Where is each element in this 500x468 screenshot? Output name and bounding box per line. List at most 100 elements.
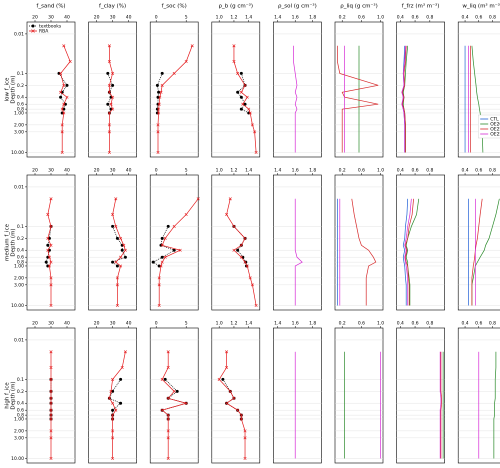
- y-tick-label: 0.1: [17, 71, 24, 77]
- y-tick-label: 10.00: [11, 150, 24, 156]
- series-line: [293, 45, 298, 153]
- x-tick-label: 40: [64, 321, 70, 327]
- data-point: [232, 44, 236, 48]
- panel-frame: [211, 327, 261, 464]
- data-point: [236, 90, 240, 94]
- data-point: [163, 377, 167, 381]
- panel-frame: [273, 21, 322, 158]
- x-tick-label: 0.4: [461, 168, 468, 174]
- data-point: [243, 102, 247, 106]
- data-point: [221, 377, 225, 381]
- data-point: [49, 260, 53, 264]
- x-tick-label: 1.0: [377, 321, 384, 327]
- x-tick-label: 5: [185, 168, 188, 174]
- data-point: [49, 396, 53, 400]
- data-point: [160, 260, 164, 264]
- series-line: [218, 351, 246, 459]
- panel-frame: [149, 21, 199, 158]
- y-tick-label: 3.00: [14, 282, 24, 288]
- x-tick-label: 1.6: [292, 15, 299, 21]
- data-point: [62, 102, 66, 106]
- data-point: [239, 95, 243, 99]
- data-point: [65, 83, 69, 87]
- data-point: [115, 283, 119, 287]
- series-line: [402, 198, 409, 306]
- y-tick-label: 10.00: [11, 456, 24, 462]
- data-point: [248, 276, 252, 280]
- data-point: [253, 130, 257, 134]
- data-point: [160, 71, 164, 75]
- x-tick-label: 0.8: [426, 321, 433, 327]
- data-point: [114, 224, 118, 228]
- panel-frame: [149, 327, 199, 464]
- y-tick-label: 2.00: [14, 428, 24, 434]
- data-point: [225, 401, 229, 405]
- series-line: [226, 198, 257, 306]
- data-point: [243, 429, 247, 433]
- data-point: [163, 236, 167, 240]
- data-point: [49, 224, 53, 228]
- data-point: [111, 408, 115, 412]
- data-point: [236, 408, 240, 412]
- y-tick-label: 0.01: [14, 31, 24, 37]
- y-tick-label: 0.6: [17, 102, 24, 108]
- x-tick-label: 40: [126, 168, 132, 174]
- x-tick-label: 20: [32, 321, 38, 327]
- data-point: [111, 417, 115, 421]
- y-tick-label: 3.00: [14, 129, 24, 135]
- x-tick-label: 0.2: [339, 321, 346, 327]
- y-tick-label: 10.00: [11, 303, 24, 309]
- data-point: [172, 71, 176, 75]
- panel-frame: [273, 327, 322, 464]
- y-tick-label: 0.2: [17, 236, 24, 242]
- y-axis-label: Depth (m): [11, 228, 17, 256]
- x-tick-label: 0.4: [397, 15, 404, 21]
- x-tick-label: 0: [155, 15, 158, 21]
- data-point: [65, 95, 69, 99]
- data-point: [107, 60, 111, 64]
- data-point: [228, 197, 232, 201]
- data-point: [157, 90, 161, 94]
- series-line: [112, 198, 126, 306]
- y-tick-label: 0.2: [17, 389, 24, 395]
- data-point: [166, 396, 170, 400]
- data-point: [239, 255, 243, 259]
- series-line: [294, 198, 303, 306]
- data-point: [119, 401, 123, 405]
- x-tick-label: 0.2: [339, 168, 346, 174]
- x-tick-label: 0: [155, 168, 158, 174]
- data-point: [184, 213, 188, 217]
- data-point: [59, 90, 63, 94]
- data-point: [114, 197, 118, 201]
- panel-title: ρ_b (g cm⁻³): [219, 3, 254, 10]
- series-line: [109, 351, 126, 459]
- y-axis-label: high f_ice: [5, 382, 11, 409]
- x-tick-label: 0.6: [411, 168, 418, 174]
- data-point: [111, 401, 115, 405]
- data-point: [111, 107, 115, 111]
- x-tick-label: 0.4: [397, 168, 404, 174]
- data-point: [157, 276, 161, 280]
- data-point: [49, 377, 53, 381]
- data-point: [49, 276, 53, 280]
- data-point: [47, 255, 51, 259]
- data-point: [236, 248, 240, 252]
- data-point: [120, 366, 124, 370]
- data-point: [172, 389, 176, 393]
- data-point: [111, 377, 115, 381]
- data-point: [60, 123, 64, 127]
- data-point: [243, 436, 247, 440]
- panel-frame: [396, 327, 445, 464]
- data-point: [156, 150, 160, 155]
- x-tick-label: 30: [48, 168, 54, 174]
- data-point: [166, 456, 170, 461]
- data-point: [123, 350, 127, 354]
- data-point: [57, 71, 61, 75]
- data-point: [59, 71, 63, 75]
- data-point: [157, 303, 161, 308]
- series-line: [405, 198, 420, 306]
- x-tick-label: 0.6: [475, 15, 482, 21]
- data-point: [44, 260, 48, 264]
- data-point: [225, 366, 229, 370]
- panel-frame: [211, 174, 261, 311]
